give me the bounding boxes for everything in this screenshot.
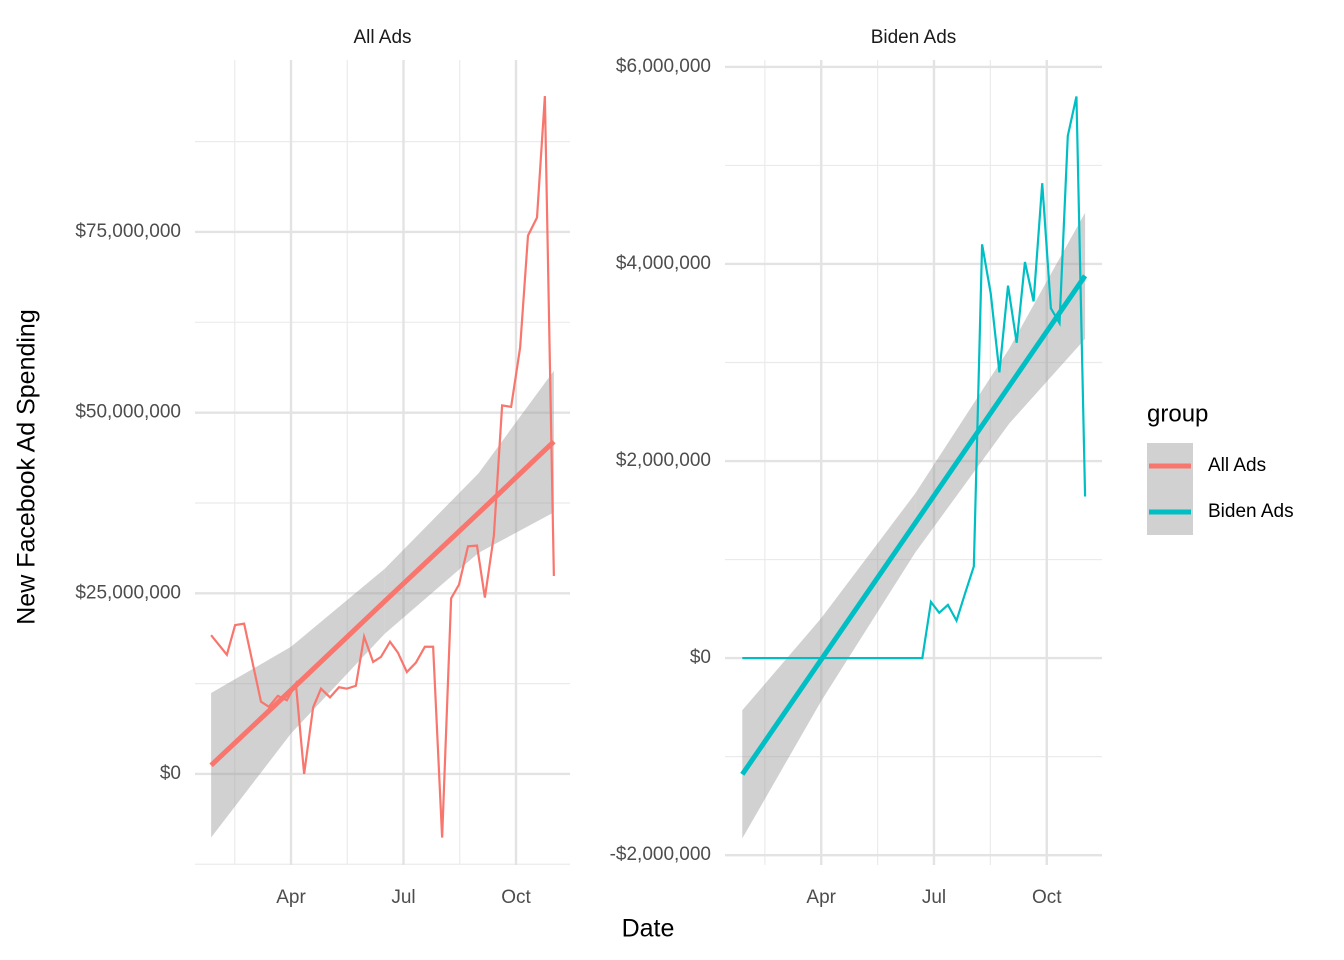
facet-title: Biden Ads	[871, 27, 957, 48]
x-tick-label: Apr	[276, 887, 306, 908]
y-tick-label: $0	[160, 763, 181, 784]
legend-label: All Ads	[1208, 455, 1266, 476]
y-tick-label: $6,000,000	[616, 56, 711, 77]
x-tick-label: Oct	[501, 887, 531, 908]
trend-line	[209, 439, 556, 768]
y-tick-label: $50,000,000	[75, 402, 181, 423]
y-tick-label: $2,000,000	[616, 450, 711, 471]
y-tick-label: $75,000,000	[75, 221, 181, 242]
confidence-band	[478, 370, 554, 553]
confidence-band	[821, 493, 916, 701]
y-axis-label: New Facebook Ad Spending	[13, 309, 41, 625]
confidence-band	[211, 646, 291, 838]
x-tick-label: Apr	[806, 887, 836, 908]
data-line	[742, 96, 1087, 660]
trend-line	[740, 274, 1088, 776]
y-tick-label: $4,000,000	[616, 253, 711, 274]
x-tick-label: Oct	[1032, 887, 1062, 908]
x-tick-label: Jul	[391, 887, 415, 908]
confidence-band	[742, 618, 822, 839]
y-tick-label: $25,000,000	[75, 582, 181, 603]
y-tick-label: -$2,000,000	[610, 844, 711, 865]
legend-title: group	[1147, 400, 1208, 427]
x-axis-label: Date	[622, 915, 675, 943]
confidence-band	[384, 473, 479, 634]
facet-title: All Ads	[353, 27, 411, 48]
confidence-band	[291, 568, 385, 734]
x-tick-label: Jul	[922, 887, 946, 908]
y-tick-label: $0	[690, 647, 711, 668]
legend-label: Biden Ads	[1208, 501, 1294, 522]
confidence-band	[1009, 212, 1086, 424]
